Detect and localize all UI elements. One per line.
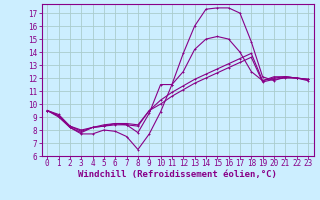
X-axis label: Windchill (Refroidissement éolien,°C): Windchill (Refroidissement éolien,°C) — [78, 170, 277, 179]
